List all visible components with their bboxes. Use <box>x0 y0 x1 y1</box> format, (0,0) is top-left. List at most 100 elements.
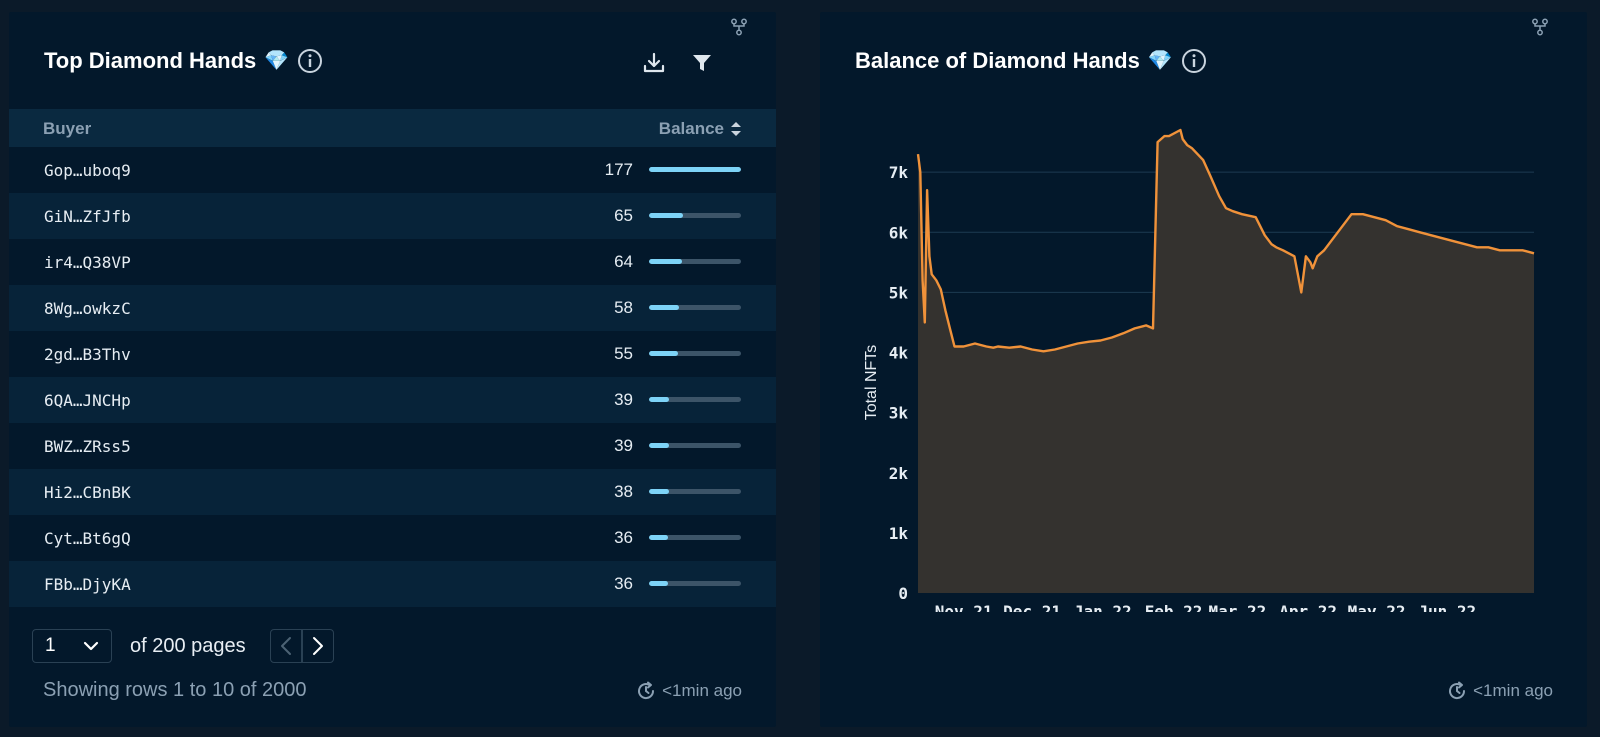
column-header-buyer[interactable]: Buyer <box>43 119 92 138</box>
panel-title: Top Diamond Hands 💎 <box>44 48 323 74</box>
buyer-address: 2gd…B3Thv <box>44 345 131 364</box>
last-updated: <1min ago <box>1447 681 1553 701</box>
x-tick-label: Dec.21 <box>1003 602 1061 612</box>
table-row[interactable]: Hi2…CBnBK 38 <box>9 469 776 515</box>
filter-icon[interactable] <box>689 50 715 76</box>
balance-value: 177 <box>604 160 633 179</box>
buyer-address: ir4…Q38VP <box>44 253 131 272</box>
balance-chart: 0 1k 2k 3k 4k 5k 6k 7k Nov.21 Dec.21 Jan.22 Feb.22 M… <box>863 128 1535 612</box>
y-tick-label: 6k <box>889 223 909 242</box>
buyer-address: FBb…DjyKA <box>44 575 131 594</box>
buyer-address: 6QA…JNCHp <box>44 391 131 410</box>
buyer-address: Gop…uboq9 <box>44 161 131 180</box>
table-body: Gop…uboq9 177 GiN…ZfJfb 65 ir4…Q38VP 64 8Wg…ow… <box>9 147 776 607</box>
page-total: of 200 pages <box>130 635 246 657</box>
top-diamond-hands-panel: Top Diamond Hands 💎 Buyer Balance Gop…ub… <box>9 12 776 727</box>
balance-value: 36 <box>614 528 633 547</box>
chevron-left-icon <box>281 637 291 655</box>
balance-bar <box>649 351 741 356</box>
balance-bar-fill <box>649 489 669 494</box>
balance-bar-fill <box>649 581 668 586</box>
previous-page-button[interactable] <box>270 629 302 663</box>
balance-value: 58 <box>614 298 633 317</box>
balance-bar <box>649 167 741 172</box>
panel-title: Balance of Diamond Hands 💎 <box>855 48 1207 74</box>
fork-icon[interactable] <box>1531 18 1549 36</box>
series-line <box>916 128 1535 353</box>
chevron-right-icon <box>313 637 323 655</box>
balance-bar <box>649 489 741 494</box>
y-tick-label: 1k <box>889 524 909 543</box>
balance-bar <box>649 581 741 586</box>
table-row[interactable]: 8Wg…owkzC 58 <box>9 285 776 331</box>
table-row[interactable]: BWZ…ZRss5 39 <box>9 423 776 469</box>
info-icon[interactable] <box>297 48 323 74</box>
table-row[interactable]: Gop…uboq9 177 <box>9 147 776 193</box>
buyer-address: Hi2…CBnBK <box>44 483 131 502</box>
balance-bar-fill <box>649 535 668 540</box>
info-icon[interactable] <box>1181 48 1207 74</box>
fork-icon[interactable] <box>730 18 748 36</box>
next-page-button[interactable] <box>302 629 334 663</box>
x-tick-label: Feb.22 <box>1145 602 1203 612</box>
balance-value: 39 <box>614 436 633 455</box>
y-tick-label: 3k <box>889 404 909 423</box>
balance-bar <box>649 213 741 218</box>
panel-title-text: Balance of Diamond Hands <box>855 48 1140 73</box>
balance-value: 65 <box>614 206 633 225</box>
balance-bar-fill <box>649 167 741 172</box>
refresh-clock-icon[interactable] <box>636 681 656 701</box>
column-header-balance-label: Balance <box>658 119 724 138</box>
x-tick-label: Nov.21 <box>935 602 993 612</box>
sort-icon[interactable] <box>730 120 742 138</box>
rows-summary: Showing rows 1 to 10 of 2000 <box>43 679 307 701</box>
balance-value: 36 <box>614 574 633 593</box>
buyer-address: GiN…ZfJfb <box>44 207 131 226</box>
page-select[interactable]: 1 <box>32 629 112 663</box>
buyer-address: BWZ…ZRss5 <box>44 437 131 456</box>
refresh-clock-icon[interactable] <box>1447 681 1467 701</box>
table-row[interactable]: FBb…DjyKA 36 <box>9 561 776 607</box>
balance-chart-panel: Balance of Diamond Hands 💎 0 1k 2k 3k 4k 5k 6k… <box>820 12 1587 727</box>
table-row[interactable]: GiN…ZfJfb 65 <box>9 193 776 239</box>
balance-value: 38 <box>614 482 633 501</box>
x-tick-label: May.22 <box>1348 602 1406 612</box>
balance-value: 55 <box>614 344 633 363</box>
buyer-address: Cyt…Bt6gQ <box>44 529 131 548</box>
table-header: Buyer Balance <box>9 109 776 147</box>
last-updated-text: <1min ago <box>662 681 742 700</box>
buyer-address: 8Wg…owkzC <box>44 299 131 318</box>
area-fill <box>918 130 1534 593</box>
balance-bar-fill <box>649 443 670 448</box>
x-tick-label: Apr.22 <box>1279 602 1337 612</box>
balance-bar-fill <box>649 351 678 356</box>
x-tick-label: Mar.22 <box>1209 602 1267 612</box>
gem-icon: 💎 <box>1147 50 1173 72</box>
balance-bar <box>649 443 741 448</box>
y-tick-label: 4k <box>889 344 909 363</box>
balance-bar <box>649 259 741 264</box>
table-row[interactable]: 2gd…B3Thv 55 <box>9 331 776 377</box>
balance-bar-fill <box>649 305 680 310</box>
download-icon[interactable] <box>641 50 667 76</box>
balance-value: 39 <box>614 390 633 409</box>
column-header-balance[interactable]: Balance <box>659 119 742 139</box>
y-tick-label: 2k <box>889 464 909 483</box>
x-tick-label: Jan.22 <box>1074 602 1132 612</box>
balance-bar <box>649 535 741 540</box>
balance-bar-fill <box>649 213 683 218</box>
table-row[interactable]: ir4…Q38VP 64 <box>9 239 776 285</box>
balance-bar-fill <box>649 259 683 264</box>
chevron-down-icon <box>83 641 99 651</box>
y-tick-label: 5k <box>889 283 909 302</box>
table-row[interactable]: 6QA…JNCHp 39 <box>9 377 776 423</box>
last-updated-text: <1min ago <box>1473 681 1553 700</box>
balance-value: 64 <box>614 252 633 271</box>
y-tick-label: 0 <box>898 584 908 603</box>
panel-title-text: Top Diamond Hands <box>44 48 257 73</box>
table-row[interactable]: Cyt…Bt6gQ 36 <box>9 515 776 561</box>
x-tick-label: Jun.22 <box>1418 602 1476 612</box>
y-tick-label: 7k <box>889 163 909 182</box>
y-axis-label: Total NFTs <box>863 345 880 421</box>
balance-bar-fill <box>649 397 670 402</box>
